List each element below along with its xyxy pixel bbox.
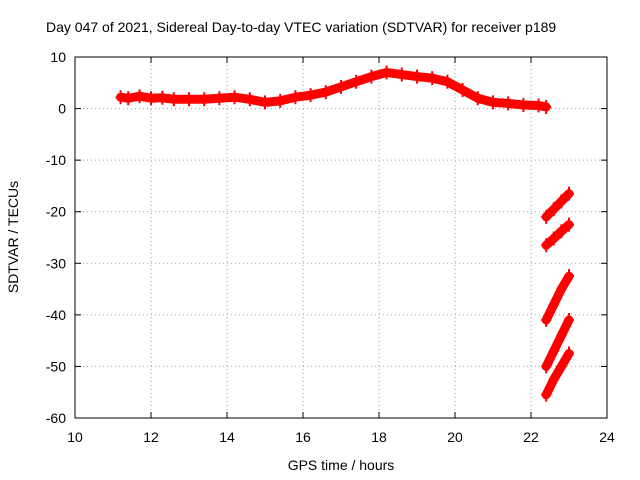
x-tick-label: 16: [295, 429, 311, 445]
data-point: [548, 372, 559, 387]
data-point: [541, 387, 552, 402]
data-point: [157, 90, 168, 105]
grid-lines: [75, 57, 607, 418]
x-tick-label: 20: [447, 429, 463, 445]
data-point: [564, 313, 574, 328]
chart-title: Day 047 of 2021, Sidereal Day-to-day VTE…: [46, 19, 556, 35]
data-point: [381, 65, 392, 80]
series-trace: [541, 349, 574, 400]
x-axis-label: GPS time / hours: [288, 457, 395, 473]
x-tick-label: 24: [599, 429, 615, 445]
series-trace: [541, 271, 574, 325]
data-point: [548, 202, 559, 217]
data-point: [564, 217, 574, 232]
data-point: [412, 69, 422, 84]
data-point: [275, 93, 286, 108]
data-point: [305, 88, 316, 103]
data-point: [290, 90, 301, 105]
data-point: [548, 343, 559, 358]
x-tick-label: 22: [523, 429, 539, 445]
y-tick-label: 10: [50, 49, 66, 65]
data-point: [168, 92, 179, 107]
data-point: [488, 95, 498, 110]
data-point: [503, 96, 514, 111]
data-point: [541, 359, 552, 374]
data-point: [457, 83, 468, 98]
data-point: [320, 85, 331, 100]
axis-ticks: 10 12 14 16 18 20 22 24 10 0 -10 -20 -30 -40 -50 -60: [46, 49, 615, 445]
data-point: [541, 313, 552, 328]
data-point: [541, 100, 552, 115]
data-point: [541, 238, 552, 253]
data-point: [260, 95, 270, 110]
series-trace: [541, 315, 574, 371]
data-point: [199, 92, 210, 107]
data-point: [518, 97, 529, 112]
data-point: [442, 74, 453, 89]
y-tick-label: -10: [46, 152, 66, 168]
data-point: [427, 71, 438, 86]
data-point: [134, 89, 145, 104]
data-point: [229, 90, 240, 105]
data-point: [556, 282, 567, 297]
data-point: [564, 186, 574, 201]
x-tick-label: 10: [67, 429, 83, 445]
data-point: [396, 67, 407, 82]
data-point: [184, 92, 194, 107]
y-tick-label: -50: [46, 358, 66, 374]
data-point: [541, 209, 552, 224]
data-point: [548, 297, 559, 312]
plot-frame: [74, 56, 608, 419]
data-point: [336, 79, 346, 94]
y-tick-label: -30: [46, 255, 66, 271]
x-tick-label: 14: [219, 429, 235, 445]
data-point: [548, 231, 559, 246]
data-point: [351, 74, 362, 89]
data-point: [146, 91, 156, 106]
series-trace: [541, 189, 574, 222]
y-tick-label: -40: [46, 307, 66, 323]
data-point: [115, 90, 126, 105]
data-point: [564, 346, 574, 361]
data-point: [556, 328, 567, 343]
data-point: [214, 91, 225, 106]
y-tick-label: 0: [58, 101, 66, 117]
data-point: [366, 69, 377, 84]
data-point: [244, 92, 255, 107]
y-tick-label: -60: [46, 410, 66, 426]
data-point: [556, 224, 567, 239]
y-tick-label: -20: [46, 204, 66, 220]
data-point: [472, 91, 483, 106]
series-trace: [541, 220, 574, 250]
data-series: [115, 65, 574, 402]
data-point: [123, 91, 134, 106]
x-tick-label: 12: [143, 429, 159, 445]
data-point: [556, 359, 567, 374]
y-axis-label: SDTVAR / TECUs: [5, 181, 21, 293]
data-point: [564, 269, 574, 284]
series-trace: [116, 67, 551, 112]
data-point: [533, 98, 544, 113]
data-point: [556, 194, 567, 209]
x-tick-label: 18: [371, 429, 387, 445]
